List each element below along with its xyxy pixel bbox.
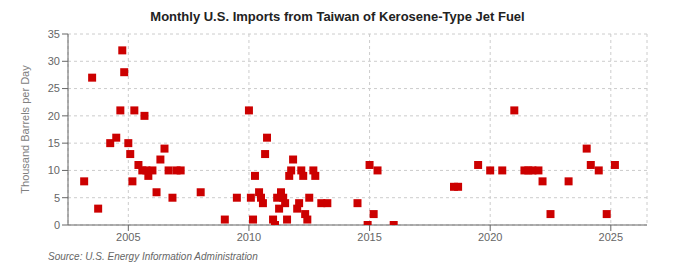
svg-text:25: 25 <box>48 82 60 94</box>
svg-text:15: 15 <box>48 137 60 149</box>
html-text:Source: U.S. Energy Informatio: Source: U.S. Energy Information Administ… <box>48 251 258 262</box>
svg-text:5: 5 <box>54 192 60 204</box>
svg-text:Thousand Barrels per Day: Thousand Barrels per Day <box>19 65 31 194</box>
svg-text:2020: 2020 <box>478 231 502 243</box>
svg-text:0: 0 <box>54 219 60 231</box>
svg-text:2015: 2015 <box>357 231 381 243</box>
svg-text:10: 10 <box>48 164 60 176</box>
svg-text:2005: 2005 <box>116 231 140 243</box>
svg-text:30: 30 <box>48 55 60 67</box>
svg-text:2025: 2025 <box>599 231 623 243</box>
svg-text:35: 35 <box>48 28 60 40</box>
html-text:Monthly U.S. Imports from Taiw: Monthly U.S. Imports from Taiwan of Kero… <box>150 9 525 24</box>
svg-text:20: 20 <box>48 110 60 122</box>
svg-text:2010: 2010 <box>237 231 261 243</box>
